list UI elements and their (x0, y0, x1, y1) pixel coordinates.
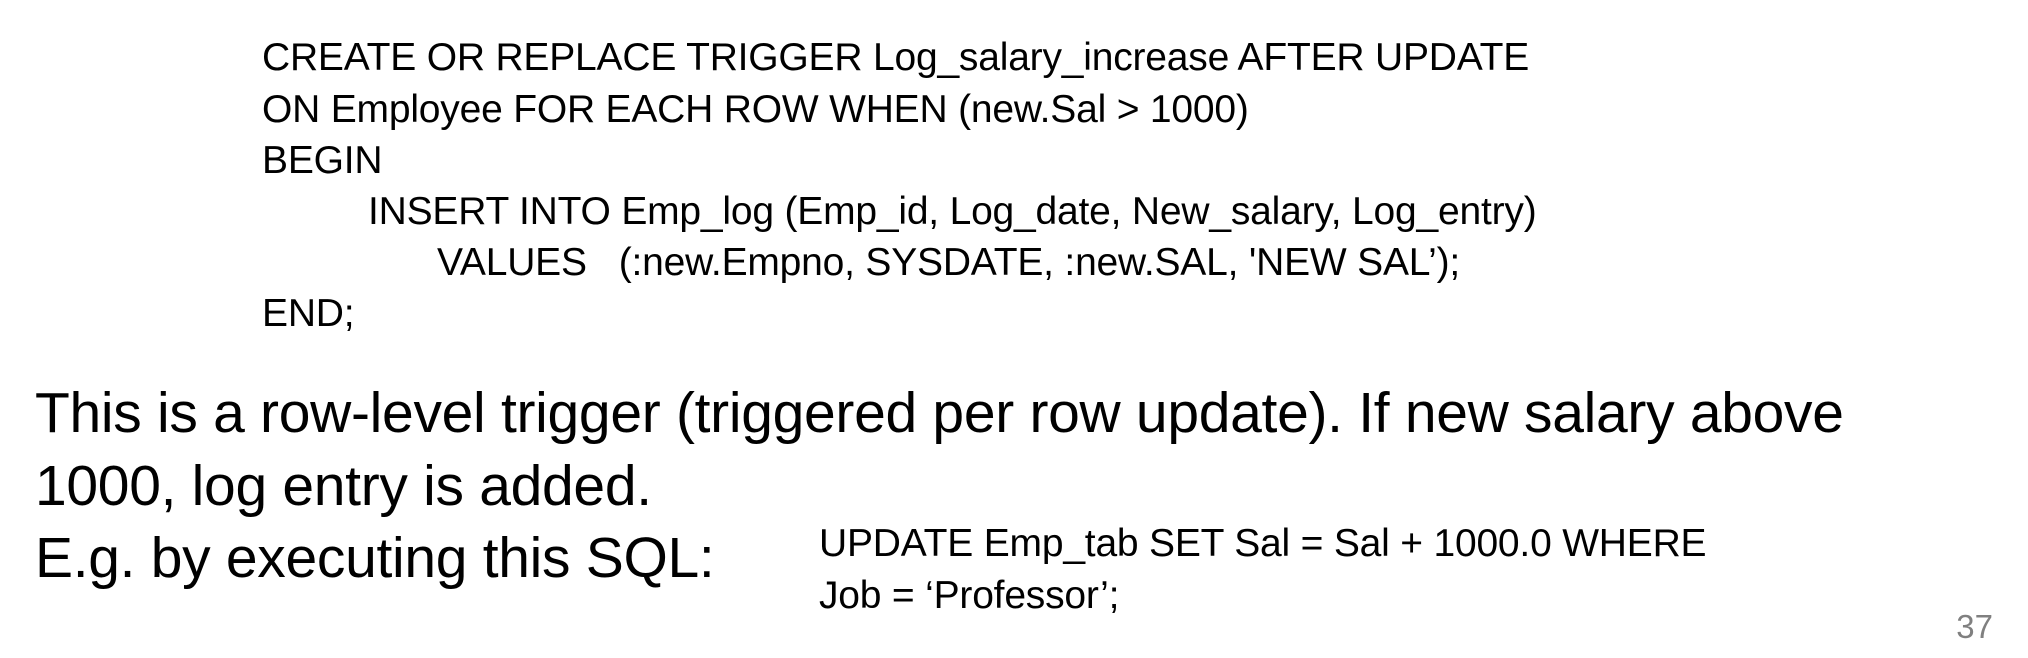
explanation-line-1: This is a row-level trigger (triggered p… (35, 381, 1844, 445)
explanation-line-2: 1000, log entry is added. (35, 454, 652, 518)
example-sql-line-2: Job = ‘Professor’; (819, 574, 1120, 617)
code-line-values: VALUES (:new.Empno, SYSDATE, :new.SAL, '… (437, 241, 1461, 284)
slide-number: 37 (1956, 608, 1993, 645)
code-line-create-trigger: CREATE OR REPLACE TRIGGER Log_salary_inc… (262, 36, 1530, 79)
code-line-end: END; (262, 292, 355, 335)
code-line-insert-into: INSERT INTO Emp_log (Emp_id, Log_date, N… (368, 190, 1537, 233)
explanation-line-3: E.g. by executing this SQL: (35, 526, 715, 590)
code-line-on-employee: ON Employee FOR EACH ROW WHEN (new.Sal >… (262, 88, 1249, 131)
code-line-begin: BEGIN (262, 139, 383, 182)
example-sql-line-1: UPDATE Emp_tab SET Sal = Sal + 1000.0 WH… (819, 522, 1707, 565)
